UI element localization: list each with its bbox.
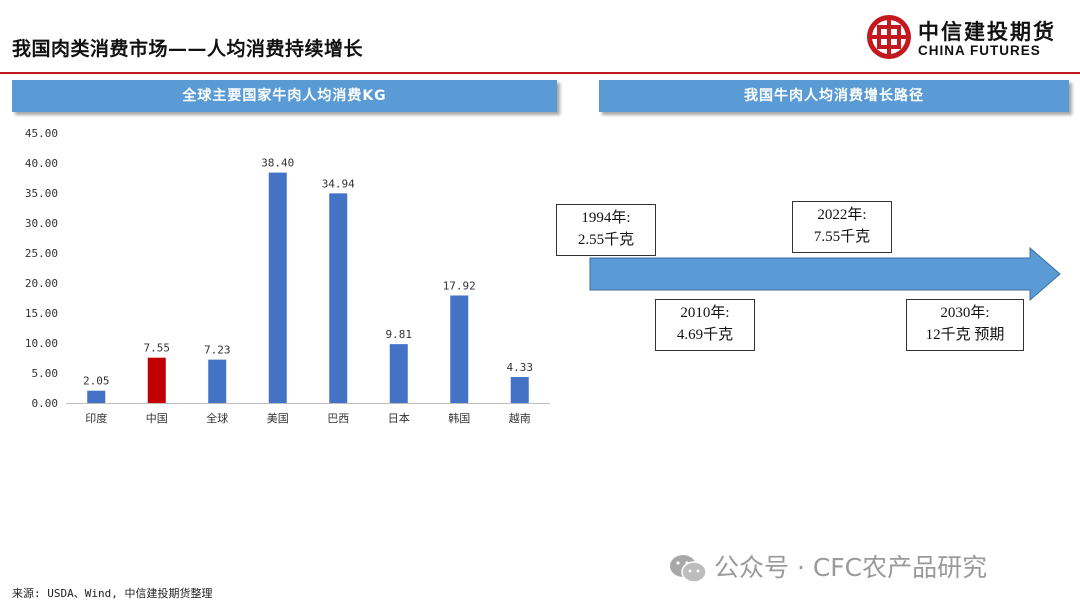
watermark-text: 公众号 · CFC农产品研究 (714, 553, 988, 582)
milestone-2022: 2022年: 7.55千克 (792, 201, 892, 253)
company-logo: 中信建投期货 CHINA FUTURES (866, 14, 1070, 64)
x-tick-label: 韩国 (448, 411, 470, 425)
milestone-2030: 2030年: 12千克 预期 (906, 299, 1024, 351)
y-tick-label: 40.00 (25, 157, 58, 170)
data-label: 7.23 (204, 344, 231, 357)
x-tick-label: 印度 (85, 411, 107, 425)
watermark: 公众号 · CFC农产品研究 (668, 548, 987, 585)
milestone-year: 1994年: (581, 210, 631, 226)
bar-越南 (510, 377, 529, 403)
data-label: 38.40 (261, 157, 294, 170)
x-tick-label: 中国 (146, 412, 168, 425)
page-title: 我国肉类消费市场——人均消费持续增长 (12, 38, 364, 60)
data-label: 7.55 (144, 342, 171, 355)
data-label: 2.05 (83, 375, 110, 388)
source-note: 来源: USDA、Wind, 中信建投期货整理 (12, 587, 213, 600)
timeline-panel-header: 我国牛肉人均消费增长路径 (599, 80, 1069, 112)
milestone-year: 2022年: (817, 207, 867, 223)
y-tick-label: 25.00 (25, 247, 58, 260)
y-tick-label: 5.00 (32, 367, 59, 380)
bar-全球 (208, 359, 227, 403)
y-tick-label: 35.00 (25, 187, 58, 200)
milestone-value: 7.55千克 (813, 229, 871, 245)
citic-logo-icon (867, 15, 911, 59)
data-label: 17.92 (443, 279, 476, 292)
milestone-year: 2010年: (680, 305, 730, 321)
x-tick-label: 美国 (267, 412, 289, 425)
beef-consumption-bar-chart: 0.00 5.00 10.00 15.00 20.00 25.00 30.00 35.00 40… (25, 127, 550, 425)
x-tick-label: 巴西 (327, 412, 349, 425)
logo-name-cn: 中信建投期货 (918, 19, 1056, 44)
y-tick-label: 30.00 (25, 217, 58, 230)
y-tick-label: 0.00 (32, 397, 59, 410)
milestone-value: 2.55千克 (577, 232, 635, 248)
y-tick-label: 10.00 (25, 337, 58, 350)
milestone-year: 2030年: (940, 305, 990, 321)
data-label: 4.33 (507, 361, 534, 374)
logo-name-en: CHINA FUTURES (918, 43, 1041, 58)
growth-arrow-shape (589, 246, 1061, 302)
y-tick-label: 20.00 (25, 277, 58, 290)
title-divider (0, 72, 1080, 74)
y-tick-label: 45.00 (25, 127, 58, 140)
milestone-2010: 2010年: 4.69千克 (655, 299, 755, 351)
x-tick-label: 日本 (388, 411, 410, 425)
bar-印度 (87, 390, 106, 403)
growth-arrow (589, 246, 1061, 302)
wechat-icon (670, 555, 707, 583)
milestone-value: 12千克 预期 (925, 327, 1005, 343)
bar-美国 (268, 172, 287, 403)
bar-巴西 (329, 193, 348, 403)
data-label: 9.81 (386, 328, 413, 341)
y-tick-label: 15.00 (25, 307, 58, 320)
chart-panel-header: 全球主要国家牛肉人均消费KG (12, 80, 557, 112)
x-tick-label: 全球 (206, 411, 228, 425)
bar-日本 (389, 344, 408, 403)
milestone-1994: 1994年: 2.55千克 (556, 204, 656, 256)
bar-中国 (147, 357, 166, 403)
data-label: 34.94 (322, 177, 355, 190)
milestone-value: 4.69千克 (676, 327, 734, 343)
bar-韩国 (450, 295, 469, 403)
x-tick-label: 越南 (509, 411, 531, 425)
